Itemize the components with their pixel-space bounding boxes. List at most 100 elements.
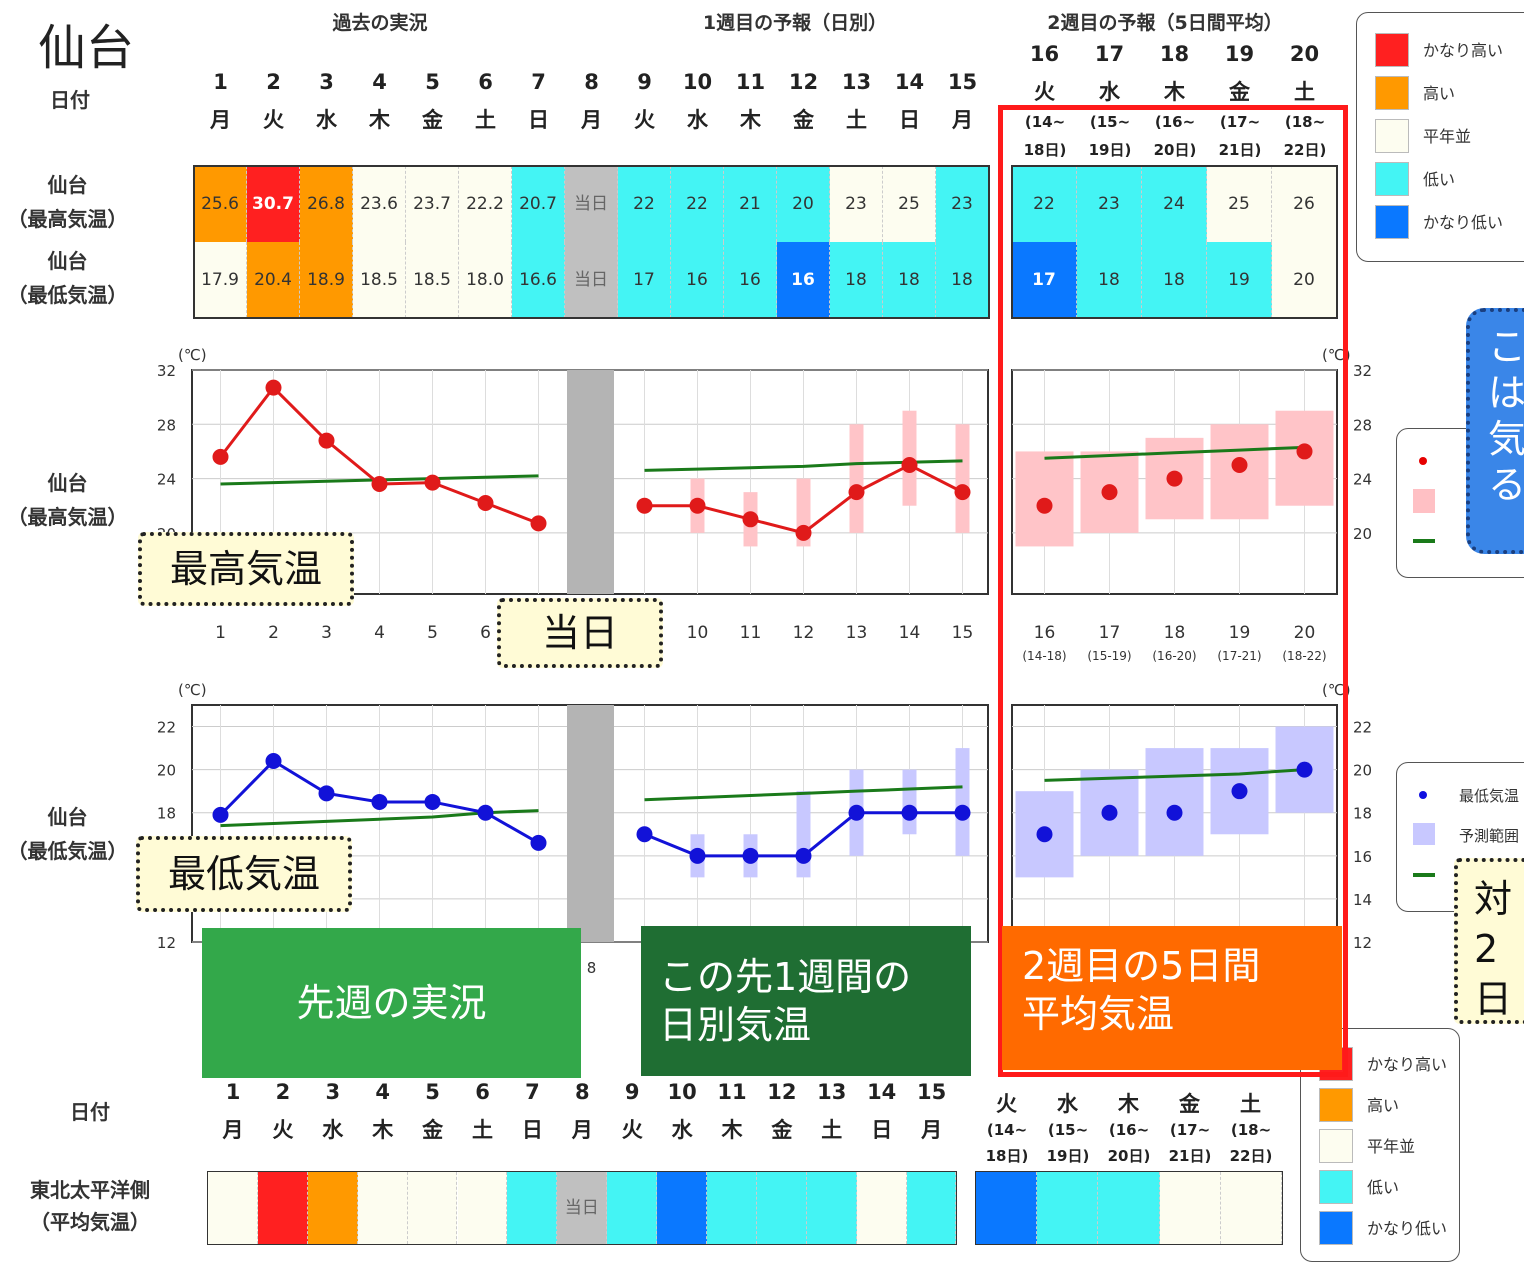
tbl-tohoku-cell-3	[357, 1172, 408, 1244]
tbl-tohoku-cell-0	[208, 1172, 258, 1244]
tbl-max2-cell-2: 24	[1142, 166, 1207, 242]
min-temp-week2-row: 17 18 18 19 20	[1012, 242, 1337, 318]
bottom-weekday-11: 木	[721, 1118, 743, 1142]
tbl-max2-cell-0: 22	[1012, 166, 1077, 242]
top-weekday-6: 土	[475, 108, 496, 132]
legend-swatch-4	[1375, 205, 1409, 239]
tbl-min-cell-8: 17	[618, 242, 671, 318]
chart0-point-10	[689, 497, 706, 514]
chart1-ytick-12: 12	[157, 934, 176, 952]
bottom-day-10: 10	[667, 1080, 697, 1104]
sendai-max-label: 仙台 （最高気温）	[0, 168, 135, 236]
tbl-max2-cell-3: 25	[1207, 166, 1272, 242]
daily-table-frame	[193, 165, 990, 319]
chart1-point-1	[212, 806, 229, 823]
chart1-point-9	[636, 826, 653, 843]
chart0-xtick-11: 11	[740, 623, 762, 643]
tbl-min-cell-11: 16	[777, 242, 830, 318]
tbl-min-cell-6: 16.6	[512, 242, 565, 318]
top-day-10: 10	[682, 70, 713, 94]
chart0-xtick-10: 10	[687, 623, 709, 643]
chart0-point-18	[1166, 470, 1183, 487]
max-temp-daily-row: 25.6 30.7 26.8 23.6 23.7 22.2 20.7 当日 22 22 21 20 23…	[194, 166, 989, 242]
next-week-line1: この先1週間の	[659, 955, 912, 999]
top-week2-range-start-16: (14~	[1024, 113, 1066, 131]
chart1-ytick-20: 20	[157, 762, 176, 780]
sendai-max-kind: （最高気温）	[7, 207, 128, 231]
chart1-ytick-18: 18	[157, 805, 176, 823]
legend-swatch-1	[1319, 1088, 1353, 1122]
top-weekday-4: 木	[369, 108, 390, 132]
tbl-max-cell-8: 22	[618, 166, 671, 242]
top-weekday-11: 木	[740, 108, 761, 132]
top-weekday-5: 金	[422, 108, 443, 132]
chart0-point-1	[212, 448, 229, 465]
bottom-day-11: 11	[717, 1080, 747, 1104]
chart-max-label: 仙台 （最高気温）	[0, 466, 135, 534]
chart1-point-11	[742, 847, 759, 864]
tbl-min-cell-3: 18.5	[353, 242, 406, 318]
top-week2-range-end-17: 19日)	[1088, 141, 1132, 159]
tbl-max-cell-3: 23.6	[353, 166, 406, 242]
top-weekday-15: 月	[952, 108, 973, 132]
top-weekday-13: 土	[846, 108, 867, 132]
top-week2-range-end-16: 18日)	[1023, 141, 1067, 159]
chart1-point-14	[901, 804, 918, 821]
legend-swatch-1	[1375, 76, 1409, 110]
header-past: 過去の実況	[332, 12, 428, 34]
bottom-week2-weekday-17: 水	[1057, 1092, 1078, 1116]
top-weekday-7: 日	[528, 108, 549, 132]
bottom-week2-weekday-20: 土	[1240, 1092, 1261, 1116]
bottom-week2-range-end-19: 21日)	[1168, 1147, 1212, 1165]
top-day-6: 6	[478, 70, 493, 94]
top-day-4: 4	[372, 70, 387, 94]
chart1-ytick-right-14: 14	[1353, 891, 1372, 909]
legend-label-0: かなり高い	[1367, 1055, 1448, 1074]
tbl-max-cell-1: 30.7	[247, 166, 300, 242]
top-weekday-3: 水	[316, 108, 337, 132]
bottom-week2-weekday-16: 火	[996, 1092, 1017, 1116]
tbl-tohoku2-cell-4	[1220, 1172, 1282, 1244]
tbl-min-cell-7: 当日	[565, 242, 618, 318]
chart0-xrange-19: (17-21)	[1217, 649, 1261, 663]
chart1-point-10	[689, 847, 706, 864]
tbl-min2-cell-2: 18	[1142, 242, 1207, 318]
tbl-min2-cell-0: 17	[1012, 242, 1077, 318]
legend-label-4: かなり低い	[1423, 213, 1504, 232]
bottom-day-14: 14	[867, 1080, 897, 1104]
top-week2-day-17: 17	[1094, 42, 1125, 66]
legend-swatch-2	[1319, 1129, 1353, 1163]
bottom-weekday-1: 月	[222, 1118, 244, 1142]
top-day-12: 12	[788, 70, 819, 94]
chart0-point-7	[530, 515, 547, 532]
chart0-point-14	[901, 457, 918, 473]
top-day-8: 8	[584, 70, 599, 94]
legend-label-1: 高い	[1423, 84, 1456, 103]
bottom-weekday-3: 水	[322, 1118, 344, 1142]
tbl-max2-cell-4: 26	[1272, 166, 1337, 242]
chart0-unit: (℃)	[178, 346, 207, 364]
bottom-day-13: 13	[817, 1080, 847, 1104]
chart1-range-12	[796, 791, 811, 878]
chart0-point-2	[265, 379, 282, 396]
today-callout: 当日	[497, 598, 663, 668]
chart1-point-5	[424, 793, 441, 810]
bottom-weekday-6: 土	[472, 1118, 493, 1142]
chart1-point-7	[530, 834, 547, 851]
chart0-point-13	[848, 484, 865, 501]
chart0-point-11	[742, 511, 759, 528]
top-week2-range-end-18: 20日)	[1153, 141, 1197, 159]
top-weekday-12: 金	[793, 108, 814, 132]
next-week-line2: 日別気温	[659, 1003, 812, 1047]
yellow-right-callout: 対 2日	[1454, 858, 1524, 1024]
chart0-xtick-13: 13	[846, 623, 868, 643]
bottom-week2-range-start-19: (17~	[1169, 1121, 1211, 1139]
yellow-right-l1: 対	[1474, 877, 1513, 921]
bottom-weekday-9: 火	[621, 1118, 643, 1142]
week2-average-line2: 平均気温	[1022, 992, 1175, 1036]
tohoku-week2-frame	[975, 1171, 1283, 1245]
chart1-range-15	[955, 748, 970, 856]
chart0-range-13	[849, 424, 864, 533]
bottom-weekday-4: 木	[372, 1118, 394, 1142]
